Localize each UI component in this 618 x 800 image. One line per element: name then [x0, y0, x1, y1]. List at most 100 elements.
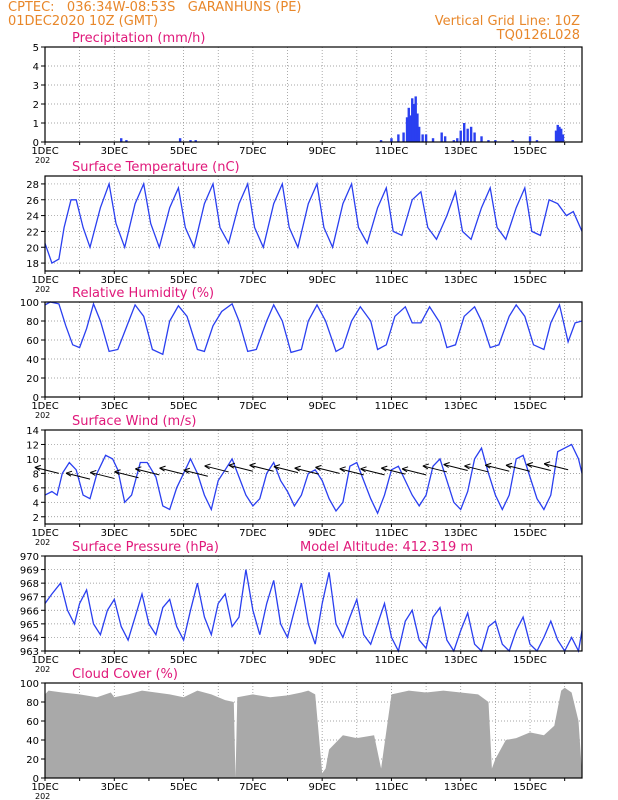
precip-bar: [558, 126, 561, 142]
wind-vector: [34, 466, 59, 474]
precip-bar: [412, 104, 416, 142]
rh-ytick-label: 0: [33, 393, 39, 404]
temp-ytick-label: 20: [26, 243, 39, 254]
wind-vector: [65, 472, 91, 480]
cloud-xtick-label: 3DEC: [101, 782, 128, 793]
wind-vector-head: [401, 466, 409, 473]
header-station: CPTEC: 036:34W-08:53S GARANHUNS (PE): [8, 0, 302, 15]
wind-vector-head: [90, 469, 97, 476]
wind-vector-head: [315, 464, 322, 471]
rh-xtick-label: 9DEC: [308, 401, 335, 412]
temp-ytick-label: 22: [26, 227, 39, 238]
wind-xtick-label: 3DEC: [101, 528, 128, 539]
header-grid-note: Vertical Grid Line: 10Z: [434, 14, 580, 29]
cloud-ytick-label: 40: [26, 736, 39, 747]
precip-xtick-label: 7DEC: [239, 146, 266, 157]
wind-vector-head: [294, 465, 301, 472]
precip-bar: [120, 138, 123, 142]
precip-bar: [469, 126, 473, 142]
temp-ytick-label: 24: [26, 212, 39, 223]
wind-vector: [526, 464, 551, 471]
precip-xtick-label: 9DEC: [308, 146, 335, 157]
rh-year-label: 202: [35, 411, 50, 420]
wind-vector-head: [159, 465, 166, 472]
wind-vector: [90, 471, 115, 479]
pressure-ytick-label: 965: [20, 620, 39, 631]
precip-bar: [421, 134, 424, 142]
precip-ytick-label: 4: [33, 62, 39, 73]
precip-bar: [416, 113, 419, 142]
precip-xtick-label: 15DEC: [513, 146, 547, 157]
panel-precip: [41, 46, 583, 145]
wind-vector: [485, 464, 510, 472]
precip-bar: [487, 140, 490, 142]
temp-ytick-label: 26: [26, 196, 39, 207]
precip-bar: [417, 126, 421, 142]
temp-xtick-label: 15DEC: [513, 275, 547, 286]
rh-title: Relative Humidity (%): [72, 286, 214, 301]
precip-bar: [560, 128, 563, 142]
wind-vector-head: [228, 462, 236, 469]
temp-xtick-label: 11DEC: [375, 275, 409, 286]
rh-ytick-label: 20: [26, 374, 39, 385]
pressure-xtick-label: 3DEC: [101, 655, 128, 666]
precip-bar: [456, 138, 459, 142]
wind-vector: [401, 468, 427, 476]
precip-bar: [431, 138, 435, 142]
wind-ytick-label: 4: [33, 498, 39, 509]
precip-ytick-label: 3: [33, 81, 39, 92]
wind-title: Surface Wind (m/s): [72, 414, 196, 429]
header-datetime: 01DEC2020 10Z (GMT): [8, 14, 159, 29]
cloud-ytick-label: 20: [26, 755, 39, 766]
wind-ytick-label: 14: [26, 426, 39, 437]
precip-bar: [405, 117, 409, 142]
rh-xtick-label: 7DEC: [239, 401, 266, 412]
wind-vector-head: [114, 469, 121, 476]
wind-vector-head: [443, 462, 450, 468]
temp-xtick-label: 13DEC: [444, 275, 478, 286]
pressure-xtick-label: 5DEC: [170, 655, 197, 666]
precip-bar: [178, 138, 182, 142]
pressure-frame: [44, 555, 583, 652]
precip-title: Precipitation (mm/h): [72, 31, 205, 46]
rh-ytick-label: 60: [26, 336, 39, 347]
wind-vector: [315, 466, 340, 474]
wind-xtick-label: 9DEC: [308, 528, 335, 539]
precip-bar: [443, 136, 447, 142]
cloud-area: [45, 687, 582, 778]
cloud-xtick-label: 11DEC: [375, 782, 409, 793]
temp-title: Surface Temperature (nC): [72, 160, 240, 175]
cloud-ytick-label: 0: [33, 774, 39, 785]
wind-line: [44, 443, 583, 515]
precip-bar: [424, 134, 428, 142]
pressure-year-label: 202: [35, 665, 50, 674]
precip-bar: [125, 140, 128, 142]
wind-vector-head: [484, 462, 492, 469]
pressure-ytick-label: 968: [20, 579, 39, 590]
precip-year-label: 202: [35, 156, 50, 165]
precip-bar: [494, 140, 497, 142]
wind-vector-head: [135, 466, 142, 473]
pressure-ytick-label: 966: [20, 606, 39, 617]
temp-frame: [44, 175, 583, 272]
pressure-ytick-label: 963: [20, 647, 39, 658]
temp-line: [44, 181, 583, 265]
wind-vector: [422, 465, 448, 473]
wind-vector: [273, 466, 299, 474]
pressure-ytick-label: 964: [20, 633, 39, 644]
wind-xtick-label: 7DEC: [239, 528, 266, 539]
precip-bar: [473, 132, 476, 142]
temp-xtick-label: 3DEC: [101, 275, 128, 286]
wind-vector-head: [381, 465, 388, 472]
pressure-ytick-label: 967: [20, 593, 39, 604]
cloud-ytick-label: 80: [26, 698, 39, 709]
temp-xtick-label: 7DEC: [239, 275, 266, 286]
temp-ytick-label: 18: [26, 259, 39, 270]
panel-temp: [41, 175, 583, 274]
pressure-ytick-label: 969: [20, 566, 39, 577]
precip-bar: [189, 140, 192, 142]
precip-bar: [407, 107, 410, 142]
cloud-ytick-label: 60: [26, 717, 39, 728]
wind-vector-head: [360, 466, 367, 473]
precip-ytick-label: 0: [33, 138, 39, 149]
